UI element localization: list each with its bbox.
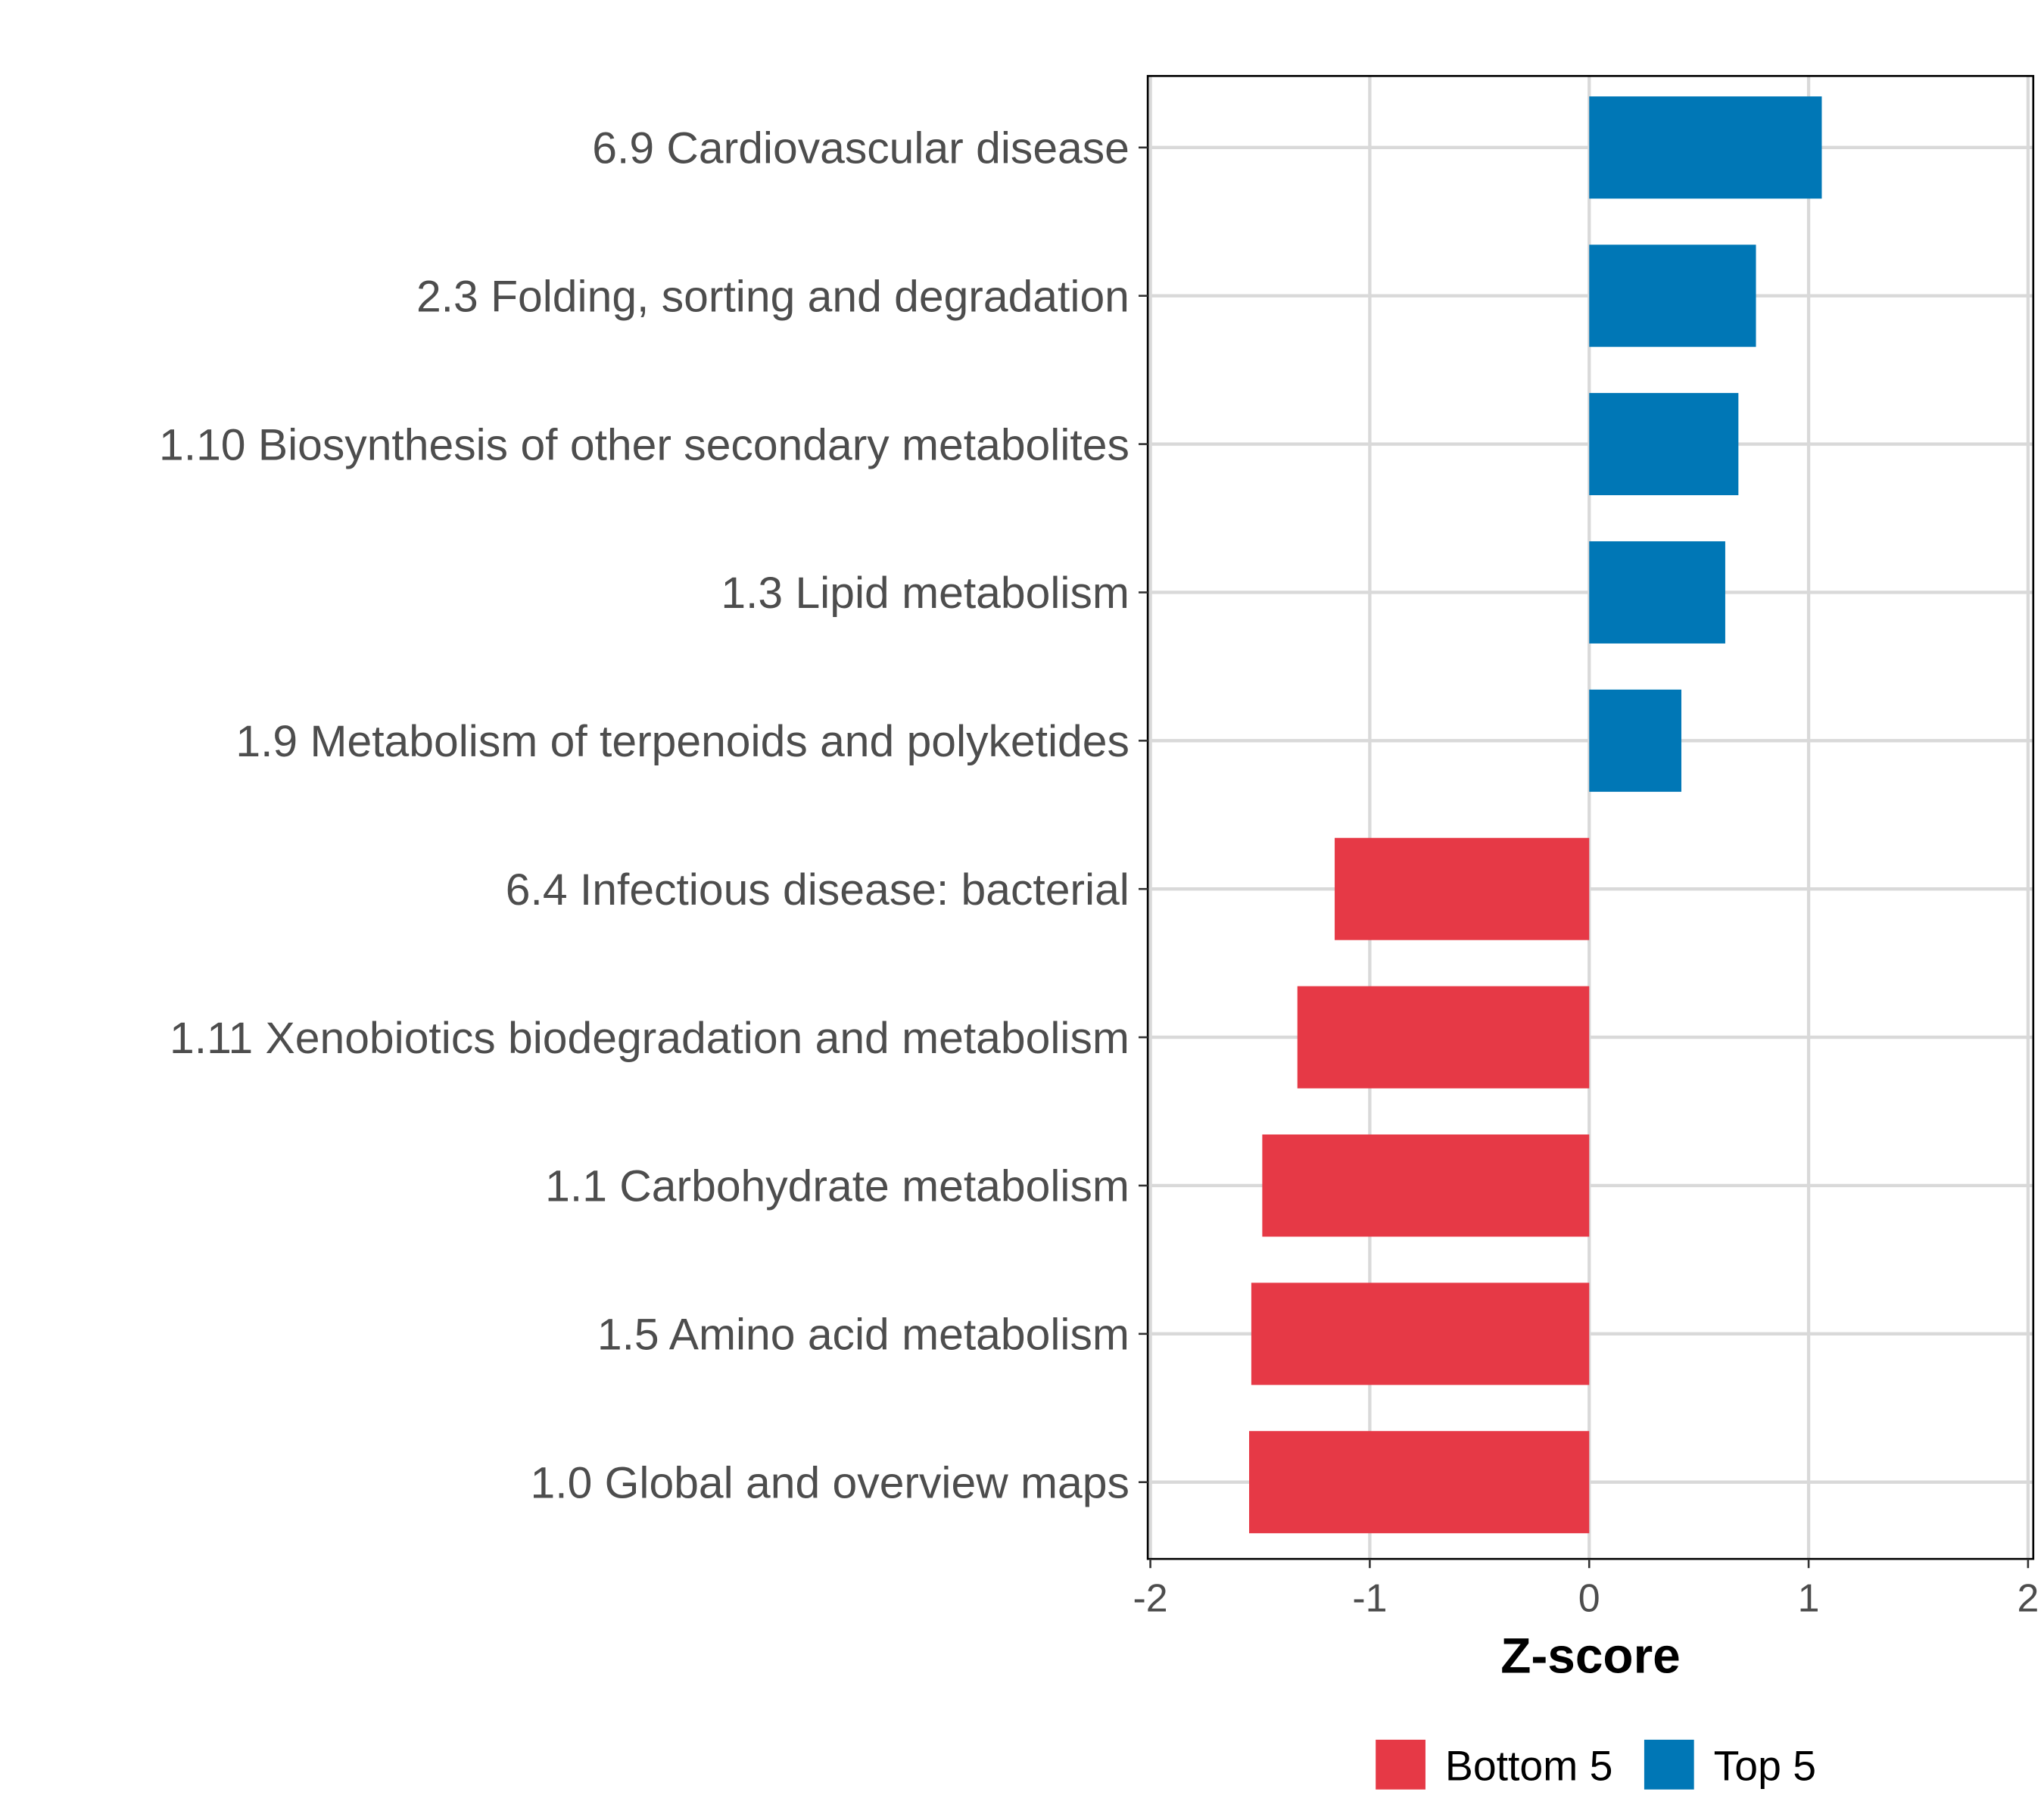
category-label: 1.0 Global and overview maps xyxy=(531,1458,1129,1507)
x-tick-label: 0 xyxy=(1578,1576,1600,1620)
bar xyxy=(1589,245,1756,348)
x-tick-label: -2 xyxy=(1133,1576,1167,1620)
bar xyxy=(1589,96,1822,199)
category-label: 6.4 Infectious disease: bacterial xyxy=(506,865,1129,915)
bar xyxy=(1335,837,1590,940)
x-tick-label: -1 xyxy=(1352,1576,1387,1620)
bars xyxy=(1249,96,1822,1534)
category-label: 1.3 Lipid metabolism xyxy=(721,569,1129,618)
legend-label: Top 5 xyxy=(1714,1743,1816,1790)
legend-label: Bottom 5 xyxy=(1445,1743,1613,1790)
category-label: 1.5 Amino acid metabolism xyxy=(597,1311,1129,1360)
category-label: 1.1 Carbohydrate metabolism xyxy=(545,1162,1129,1211)
x-tick-label: 2 xyxy=(2017,1576,2039,1620)
bar xyxy=(1297,986,1590,1089)
category-label: 1.10 Biosynthesis of other secondary met… xyxy=(159,420,1129,469)
legend-swatch xyxy=(1644,1739,1694,1790)
bar xyxy=(1249,1431,1590,1534)
bar xyxy=(1589,541,1725,644)
bar xyxy=(1262,1134,1590,1237)
category-label: 2.3 Folding, sorting and degradation xyxy=(416,272,1129,321)
bar xyxy=(1589,689,1681,792)
category-label: 6.9 Cardiovascular disease xyxy=(592,124,1129,173)
y-axis-labels: 6.9 Cardiovascular disease 2.3 Folding, s… xyxy=(159,124,1148,1507)
bar xyxy=(1589,393,1739,496)
category-label: 1.11 Xenobiotics biodegradation and meta… xyxy=(170,1014,1129,1063)
bar xyxy=(1251,1282,1590,1385)
legend-swatch xyxy=(1376,1739,1426,1790)
category-label: 1.9 Metabolism of terpenoids and polyket… xyxy=(235,717,1129,766)
legend: Bottom 5 Top 5 xyxy=(1376,1739,1816,1790)
plot-border xyxy=(1146,75,2035,1560)
x-tick-label: 1 xyxy=(1798,1576,1820,1620)
x-axis-ticks: -2 -1 0 1 2 xyxy=(1133,1559,2039,1620)
x-axis-title: Z-score xyxy=(1500,1628,1681,1684)
